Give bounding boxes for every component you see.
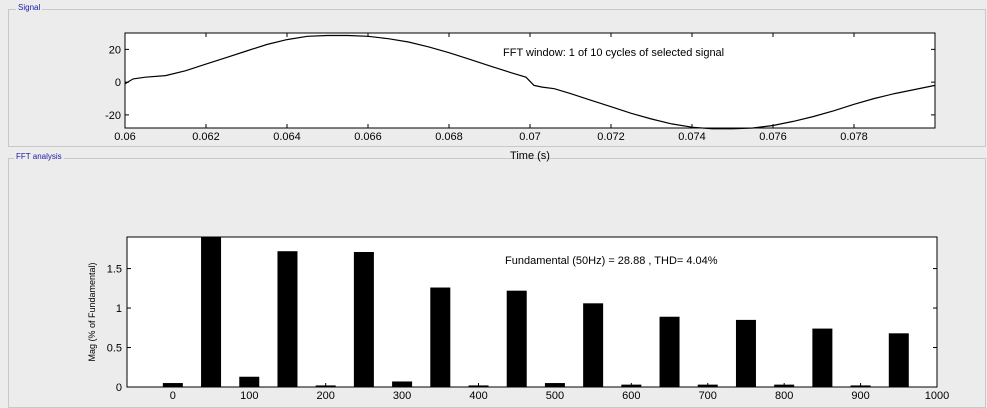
signal-panel-title: Signal [16,3,43,12]
signal-x-tick-label: 0.076 [759,131,787,143]
fft-x-tick-label: 700 [699,390,717,402]
fft-y-tick-label: 0 [116,382,122,394]
fft-annotation: Fundamental (50Hz) = 28.88 , THD= 4.04% [505,255,718,267]
fft-plot-area [126,236,938,388]
fft-bar [201,237,222,387]
signal-x-axis-label: Time (s) [510,150,550,162]
signal-x-tick-label: 0.06 [114,131,135,143]
fft-x-tick-label: 800 [775,390,793,402]
fft-bar [583,303,604,387]
fft-y-axis-label: Mag (% of Fundamental) [87,262,97,361]
fft-x-tick-label: 400 [469,390,487,402]
signal-annotation: FFT window: 1 of 10 cycles of selected s… [503,47,724,59]
fft-bar [277,251,298,387]
fft-x-tick-label: 100 [240,390,258,402]
fft-x-tick-label: 500 [546,390,564,402]
fft-bar [735,319,756,387]
signal-x-tick-label: 0.064 [273,131,301,143]
signal-y-tick-label: -20 [105,110,121,122]
fft-y-tick-label: 1.5 [107,264,122,276]
signal-x-tick-label: 0.066 [354,131,382,143]
signal-y-tick-label: 20 [109,44,121,56]
fft-bar [506,290,527,387]
fft-bar [430,287,451,387]
fft-x-tick-label: 600 [622,390,640,402]
signal-x-tick-label: 0.072 [597,131,625,143]
fft-x-tick-label: 300 [393,390,411,402]
fft-x-tick-label: 0 [170,390,176,402]
fft-bar [812,328,833,387]
fft-bar [353,252,374,387]
signal-x-tick-label: 0.062 [192,131,220,143]
fft-y-tick-label: 1 [116,303,122,315]
fft-bar [239,376,260,387]
signal-x-tick-label: 0.068 [435,131,463,143]
fft-panel-title: FFT analysis [14,152,64,161]
signal-series-line [124,34,936,130]
fft-x-tick-label: 900 [851,390,869,402]
fft-bar [888,333,909,387]
fft-bar [659,316,680,387]
fft-y-tick-label: 0.5 [107,343,122,355]
signal-x-tick-label: 0.07 [519,131,540,143]
signal-x-tick-label: 0.078 [840,131,868,143]
signal-y-tick-label: 0 [115,77,121,89]
signal-panel [8,9,986,147]
fft-x-tick-label: 200 [316,390,334,402]
signal-x-tick-label: 0.074 [678,131,706,143]
fft-x-tick-label: 1000 [925,390,949,402]
